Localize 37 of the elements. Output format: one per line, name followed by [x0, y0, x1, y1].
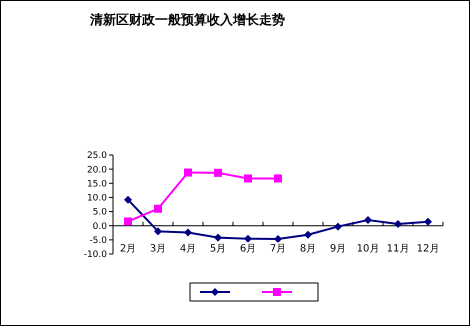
x-tick-label: 6月 — [240, 244, 256, 255]
point — [304, 230, 312, 239]
y-tick-label: -10.0 — [84, 250, 108, 260]
point — [244, 234, 252, 243]
point — [214, 234, 222, 242]
y-tick-label: 0.0 — [92, 222, 108, 232]
y-tick-label: 15.0 — [86, 179, 108, 190]
x-tick-label: 4月 — [180, 244, 196, 255]
x-tick-label: 7月 — [270, 244, 286, 255]
x-tick-label: 10月 — [356, 244, 380, 255]
y-tick-label: 20.0 — [86, 165, 108, 176]
y-tick-label: 10.0 — [86, 194, 108, 204]
x-tick-label: 5月 — [210, 244, 226, 255]
point — [184, 228, 192, 237]
point — [424, 218, 432, 226]
x-tick-label: 2月 — [120, 244, 136, 255]
point — [274, 235, 282, 244]
x-tick-label: 9月 — [330, 244, 346, 255]
point — [154, 204, 162, 213]
point — [334, 222, 342, 231]
point — [244, 174, 252, 182]
x-tick-label: 3月 — [150, 244, 166, 255]
point — [154, 227, 162, 236]
y-tick-label: -5.0 — [89, 236, 108, 246]
point — [214, 168, 222, 177]
point — [184, 168, 192, 177]
y-tick-label: 25.0 — [86, 151, 108, 162]
chart-title: 清新区财政一般预算收入增长走势 — [89, 12, 285, 28]
point — [274, 174, 282, 182]
point — [124, 217, 132, 226]
point — [394, 220, 402, 228]
point — [124, 196, 132, 204]
y-tick-label: 5.0 — [92, 208, 108, 218]
x-tick-label: 8月 — [300, 244, 316, 255]
x-tick-label: 12月 — [416, 244, 440, 255]
point — [364, 216, 372, 224]
x-tick-label: 11月 — [386, 244, 410, 255]
